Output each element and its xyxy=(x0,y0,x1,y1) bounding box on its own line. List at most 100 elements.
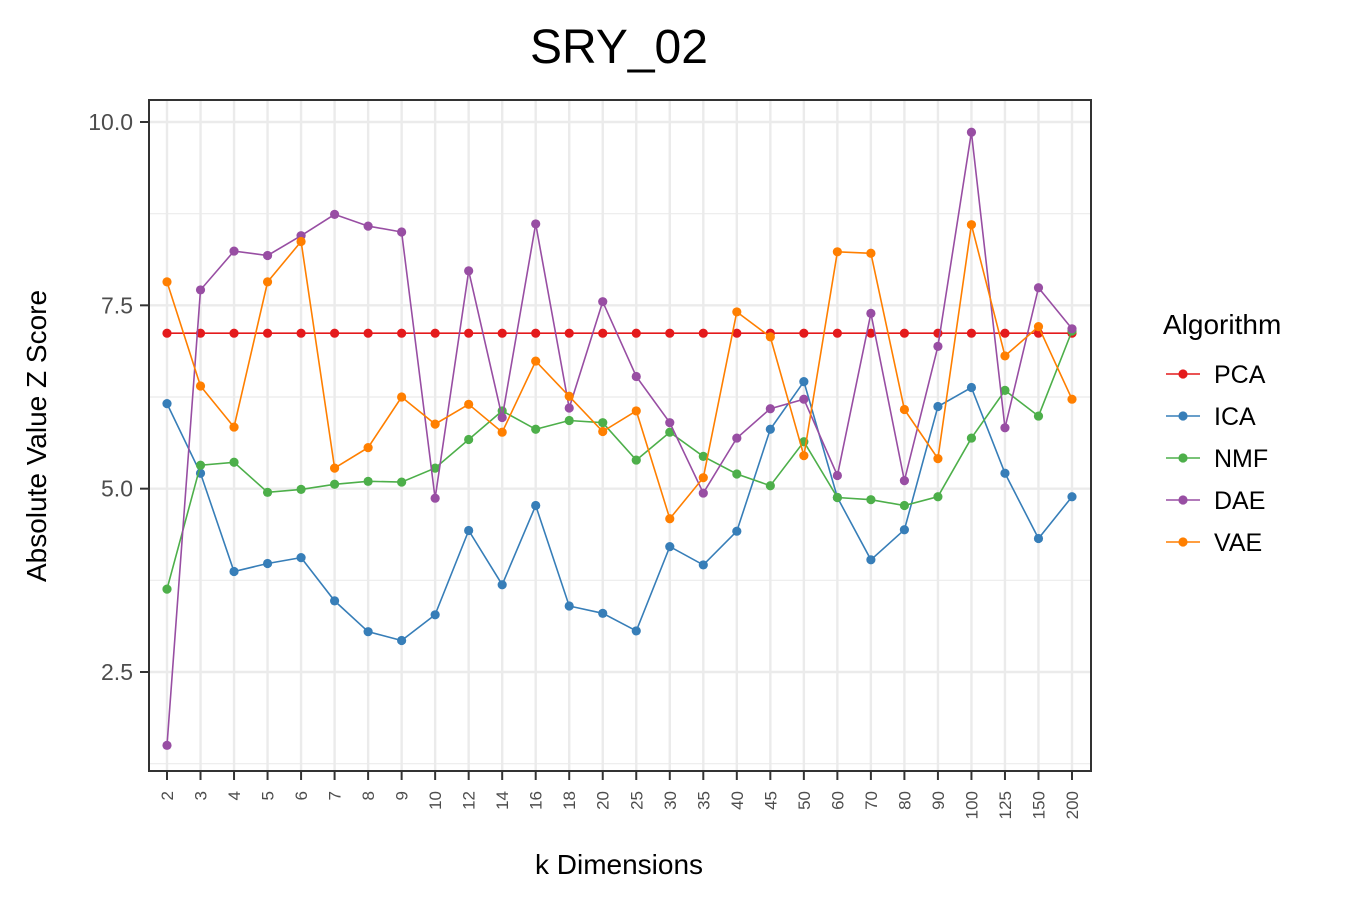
data-point-pca xyxy=(564,328,574,338)
data-point-dae xyxy=(866,308,876,318)
data-point-pca xyxy=(497,328,507,338)
x-tick-label: 7 xyxy=(326,791,345,800)
data-point-vae xyxy=(497,427,507,437)
x-tick-label: 100 xyxy=(962,791,981,819)
data-point-ica xyxy=(799,377,809,387)
grid-major xyxy=(149,100,1091,771)
y-tick-label: 5.0 xyxy=(101,476,133,502)
data-point-ica xyxy=(464,525,474,536)
x-tick-label: 14 xyxy=(493,791,512,810)
x-tick-label: 4 xyxy=(225,791,244,800)
data-point-nmf xyxy=(1033,411,1044,421)
data-point-pca xyxy=(799,328,809,338)
data-point-nmf xyxy=(1000,385,1010,395)
x-tick-label: 9 xyxy=(393,791,412,800)
series-line-ica xyxy=(166,379,1073,642)
data-point-vae xyxy=(1000,351,1010,361)
data-point-ica xyxy=(631,626,641,636)
data-point-vae xyxy=(799,451,809,461)
data-point-ica xyxy=(329,596,340,606)
y-tick-label: 7.5 xyxy=(101,292,133,318)
data-point-dae xyxy=(363,221,373,231)
data-point-nmf xyxy=(866,495,876,505)
data-point-vae xyxy=(866,248,876,258)
x-tick-label: 8 xyxy=(359,791,378,800)
data-point-dae xyxy=(397,227,407,237)
legend-key-point xyxy=(1178,495,1188,505)
x-tick-label: 30 xyxy=(661,791,680,810)
data-point-dae xyxy=(1067,324,1077,334)
legend-key-point xyxy=(1178,537,1188,547)
data-point-vae xyxy=(832,247,842,257)
data-point-pca xyxy=(229,328,239,338)
data-point-dae xyxy=(732,433,742,443)
series-vae xyxy=(162,220,1077,524)
data-point-nmf xyxy=(464,434,474,445)
data-point-dae xyxy=(262,250,273,261)
data-point-pca xyxy=(430,328,440,338)
data-point-pca xyxy=(464,328,474,338)
legend-label: NMF xyxy=(1214,445,1268,473)
data-point-dae xyxy=(162,740,172,750)
data-point-ica xyxy=(933,401,943,412)
data-point-ica xyxy=(531,500,541,511)
data-point-ica xyxy=(665,542,675,552)
data-point-dae xyxy=(832,470,842,481)
x-tick-label: 40 xyxy=(728,791,747,810)
data-point-vae xyxy=(229,422,239,432)
data-point-dae xyxy=(665,418,675,428)
data-point-pca xyxy=(866,328,876,338)
legend-item-ica: ICA xyxy=(1166,403,1256,431)
data-point-vae xyxy=(162,277,172,287)
legend-label: DAE xyxy=(1214,487,1265,515)
data-point-ica xyxy=(966,382,977,393)
data-point-dae xyxy=(598,297,608,307)
data-point-ica xyxy=(564,601,574,611)
data-point-nmf xyxy=(430,463,440,473)
series-layer xyxy=(162,127,1077,750)
data-point-vae xyxy=(195,381,206,391)
data-point-pca xyxy=(631,328,641,338)
x-tick-label: 45 xyxy=(761,791,780,810)
data-point-pca xyxy=(531,328,541,338)
data-point-vae xyxy=(765,332,775,342)
data-point-nmf xyxy=(665,427,675,437)
data-point-vae xyxy=(966,220,977,230)
data-point-nmf xyxy=(832,492,842,503)
grid-minor xyxy=(149,213,1091,765)
data-point-nmf xyxy=(162,584,172,594)
data-point-dae xyxy=(799,394,809,404)
data-point-nmf xyxy=(933,492,943,502)
data-point-ica xyxy=(162,399,172,409)
x-tick-label: 10 xyxy=(426,791,445,810)
x-tick-label: 5 xyxy=(259,791,278,800)
series-line-dae xyxy=(166,132,1073,746)
data-point-dae xyxy=(966,127,977,137)
x-tick-label: 200 xyxy=(1063,791,1082,819)
data-point-pca xyxy=(397,328,407,338)
data-point-vae xyxy=(698,473,708,483)
data-point-ica xyxy=(899,525,910,535)
data-point-vae xyxy=(464,399,474,409)
series-dae xyxy=(162,127,1077,750)
x-tick-label: 16 xyxy=(527,791,546,810)
x-tick-label: 50 xyxy=(795,791,814,810)
data-point-pca xyxy=(1000,328,1010,338)
data-point-vae xyxy=(430,419,440,429)
data-point-ica xyxy=(1033,533,1044,544)
data-point-nmf xyxy=(229,457,239,467)
data-point-pca xyxy=(329,328,340,338)
data-point-pca xyxy=(162,328,172,338)
data-point-ica xyxy=(732,526,742,536)
x-tick-label: 125 xyxy=(996,791,1015,819)
data-point-pca xyxy=(296,328,306,338)
chart-title: SRY_02 xyxy=(530,21,708,74)
data-point-nmf xyxy=(262,487,273,497)
data-point-vae xyxy=(1033,322,1044,332)
data-point-vae xyxy=(631,406,641,416)
x-axis-title: k Dimensions xyxy=(535,849,703,880)
plot-panel-border xyxy=(148,99,1092,772)
data-point-pca xyxy=(262,328,273,338)
data-point-vae xyxy=(262,277,273,287)
x-tick-label: 60 xyxy=(828,791,847,810)
